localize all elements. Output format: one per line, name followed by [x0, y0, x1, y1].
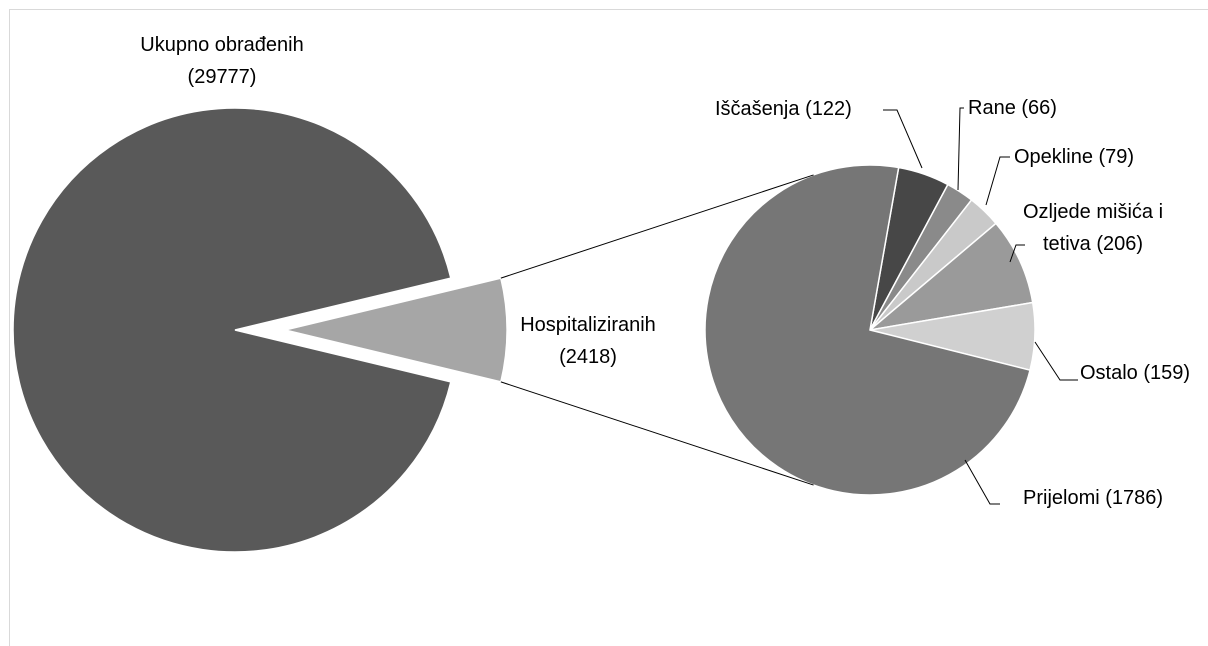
label-value: (1786) [1105, 487, 1164, 509]
data-label: Ozljede mišića i tetiva (206) [1008, 196, 1178, 260]
pie-slice [867, 222, 1034, 332]
chart-frame [9, 9, 1208, 646]
label-category: Iščašenja [715, 98, 800, 120]
label-value: (206) [1096, 233, 1144, 255]
data-label: Rane (66) [968, 92, 1057, 124]
label-value: (79) [1098, 146, 1135, 168]
label-value: (66) [1021, 97, 1057, 119]
data-label: Ostalo (159) [1080, 357, 1190, 389]
label-category: Opekline [1014, 146, 1093, 168]
pie-slice [704, 164, 1031, 496]
data-label: Iščašenja (122) [715, 93, 852, 125]
connector-line [500, 381, 814, 486]
data-label: Hospitaliziranih (2418) [498, 309, 678, 373]
pie-slice [284, 277, 508, 383]
label-category: Ukupno obrađenih [140, 34, 304, 56]
data-label: Opekline (79) [1014, 141, 1134, 173]
label-value: (159) [1143, 362, 1191, 384]
leader-line [957, 107, 964, 191]
label-category: Ostalo [1080, 362, 1138, 384]
label-value: (122) [805, 98, 852, 120]
label-value: (29777) [187, 66, 257, 88]
leader-line [964, 459, 1000, 505]
leader-line [1034, 341, 1078, 381]
connector-line [500, 174, 814, 279]
data-label: Prijelomi (1786) [1023, 482, 1163, 514]
label-category: Ozljede mišića i tetiva [1022, 201, 1164, 255]
leader-line [985, 156, 1010, 206]
leader-line [883, 109, 923, 169]
label-category: Hospitaliziranih [520, 314, 656, 336]
label-value: (2418) [559, 346, 617, 368]
leader-line [1009, 244, 1025, 263]
label-category: Rane [968, 97, 1016, 119]
pie-slice [12, 107, 452, 553]
data-label: Ukupno obrađenih (29777) [122, 29, 322, 93]
label-category: Prijelomi [1023, 487, 1100, 509]
